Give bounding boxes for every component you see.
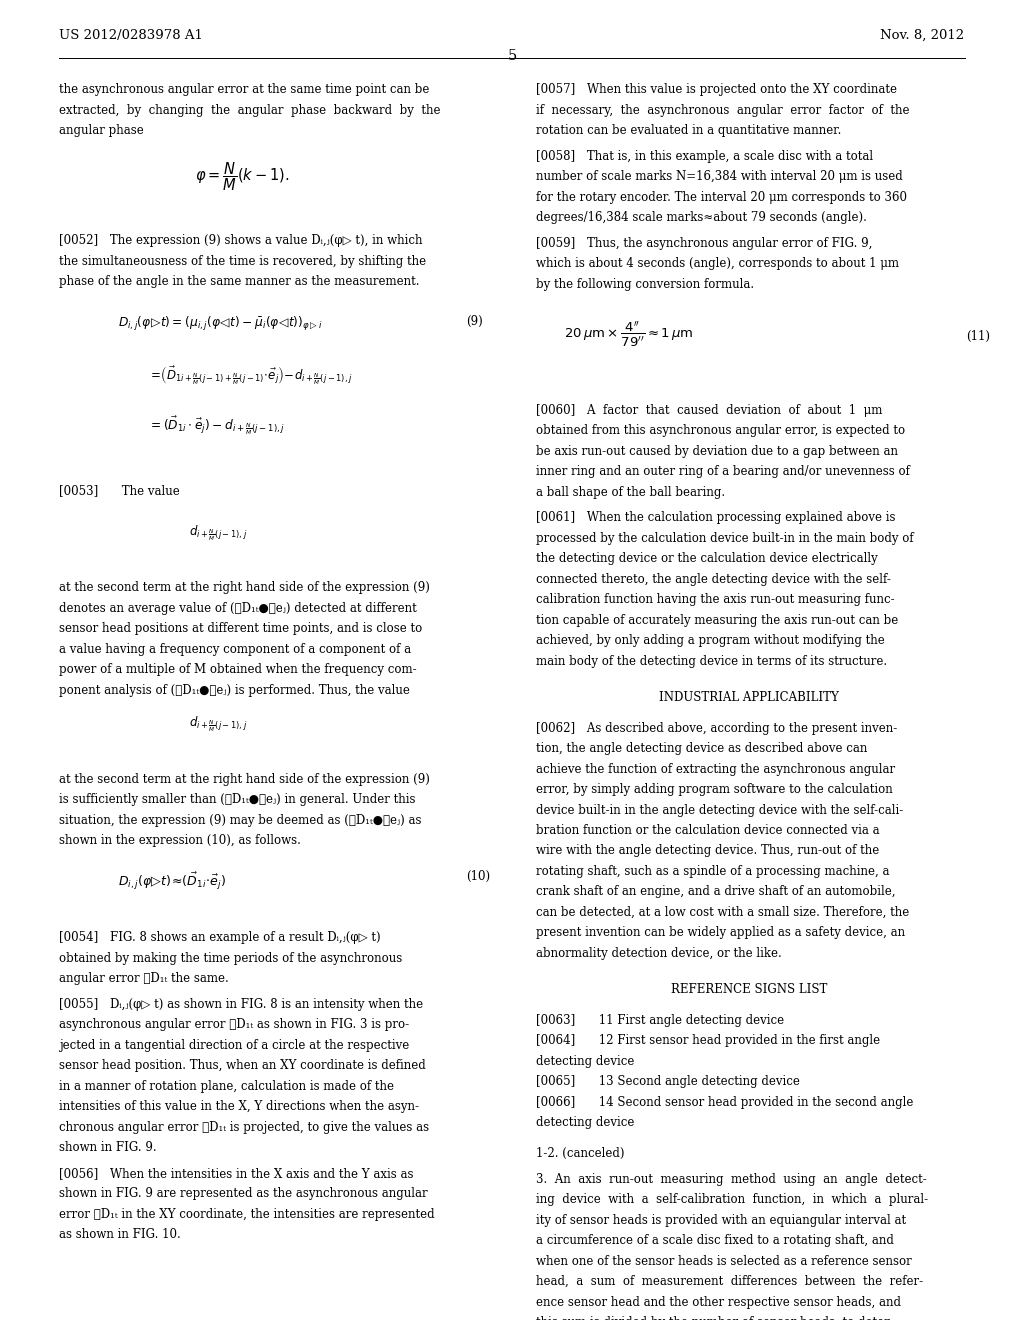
Text: $D_{i,j}(\varphi\!\triangleright\! t)=(\mu_{i,j}(\varphi\!\triangleleft\! t)-\ba: $D_{i,j}(\varphi\!\triangleright\! t)=(\…	[118, 314, 323, 333]
Text: obtained from this asynchronous angular error, is expected to: obtained from this asynchronous angular …	[536, 424, 904, 437]
Text: be axis run-out caused by deviation due to a gap between an: be axis run-out caused by deviation due …	[536, 445, 898, 458]
Text: can be detected, at a low cost with a small size. Therefore, the: can be detected, at a low cost with a sm…	[536, 906, 909, 919]
Text: $=(\vec{D}_{1i}\cdot\vec{e}_j)-d_{i+\frac{N}{M}(j-1),j}$: $=(\vec{D}_{1i}\cdot\vec{e}_j)-d_{i+\fra…	[148, 414, 286, 437]
Text: rotating shaft, such as a spindle of a processing machine, a: rotating shaft, such as a spindle of a p…	[536, 865, 889, 878]
Text: [0060] A  factor  that  caused  deviation  of  about  1  μm: [0060] A factor that caused deviation of…	[536, 404, 882, 417]
Text: US 2012/0283978 A1: US 2012/0283978 A1	[59, 29, 204, 42]
Text: jected in a tangential direction of a circle at the respective: jected in a tangential direction of a ci…	[59, 1039, 410, 1052]
Text: degrees/16,384 scale marks≈about 79 seconds (angle).: degrees/16,384 scale marks≈about 79 seco…	[536, 211, 866, 224]
Text: Nov. 8, 2012: Nov. 8, 2012	[881, 29, 965, 42]
Text: sensor head position. Thus, when an XY coordinate is defined: sensor head position. Thus, when an XY c…	[59, 1059, 426, 1072]
Text: number of scale marks N=16,384 with interval 20 μm is used: number of scale marks N=16,384 with inte…	[536, 170, 902, 183]
Text: $d_{i+\frac{N}{M}(j-1),j}$: $d_{i+\frac{N}{M}(j-1),j}$	[189, 714, 248, 734]
Text: the simultaneousness of the time is recovered, by shifting the: the simultaneousness of the time is reco…	[59, 255, 427, 268]
Text: present invention can be widely applied as a safety device, an: present invention can be widely applied …	[536, 927, 904, 940]
Text: a value having a frequency component of a component of a: a value having a frequency component of …	[59, 643, 412, 656]
Text: achieve the function of extracting the asynchronous angular: achieve the function of extracting the a…	[536, 763, 895, 776]
Text: shown in FIG. 9 are represented as the asynchronous angular: shown in FIG. 9 are represented as the a…	[59, 1187, 428, 1200]
Text: shown in the expression (10), as follows.: shown in the expression (10), as follows…	[59, 834, 301, 847]
Text: head,  a  sum  of  measurement  differences  between  the  refer-: head, a sum of measurement differences b…	[536, 1275, 923, 1288]
Text: [0058] That is, in this example, a scale disc with a total: [0058] That is, in this example, a scale…	[536, 149, 872, 162]
Text: connected thereto, the angle detecting device with the self-: connected thereto, the angle detecting d…	[536, 573, 891, 586]
Text: [0053]  The value: [0053] The value	[59, 483, 180, 496]
Text: [0052] The expression (9) shows a value Dᵢ,ⱼ(φ▷ t), in which: [0052] The expression (9) shows a value …	[59, 235, 423, 247]
Text: ity of sensor heads is provided with an equiangular interval at: ity of sensor heads is provided with an …	[536, 1213, 905, 1226]
Text: REFERENCE SIGNS LIST: REFERENCE SIGNS LIST	[671, 983, 827, 997]
Text: [0061] When the calculation processing explained above is: [0061] When the calculation processing e…	[536, 511, 895, 524]
Text: the asynchronous angular error at the same time point can be: the asynchronous angular error at the sa…	[59, 83, 430, 96]
Text: [0064]  12 First sensor head provided in the first angle: [0064] 12 First sensor head provided in …	[536, 1034, 880, 1047]
Text: [0063]  11 First angle detecting device: [0063] 11 First angle detecting device	[536, 1014, 783, 1027]
Text: error, by simply adding program software to the calculation: error, by simply adding program software…	[536, 783, 892, 796]
Text: wire with the angle detecting device. Thus, run-out of the: wire with the angle detecting device. Th…	[536, 845, 879, 858]
Text: (10): (10)	[466, 870, 490, 883]
Text: situation, the expression (9) may be deemed as (⃗D₁ₜ●⃗eⱼ) as: situation, the expression (9) may be dee…	[59, 813, 422, 826]
Text: asynchronous angular error ⃗D₁ₜ as shown in FIG. 3 is pro-: asynchronous angular error ⃗D₁ₜ as shown…	[59, 1018, 410, 1031]
Text: as shown in FIG. 10.: as shown in FIG. 10.	[59, 1228, 181, 1241]
Text: a circumference of a scale disc fixed to a rotating shaft, and: a circumference of a scale disc fixed to…	[536, 1234, 893, 1247]
Text: shown in FIG. 9.: shown in FIG. 9.	[59, 1140, 157, 1154]
Text: INDUSTRIAL APPLICABILITY: INDUSTRIAL APPLICABILITY	[659, 690, 839, 704]
Text: achieved, by only adding a program without modifying the: achieved, by only adding a program witho…	[536, 634, 885, 647]
Text: (9): (9)	[466, 314, 482, 327]
Text: $20\,\mu\mathrm{m}\times\dfrac{4^{\prime\prime}}{79^{\prime\prime}}\approx 1\,\m: $20\,\mu\mathrm{m}\times\dfrac{4^{\prime…	[564, 319, 694, 348]
Text: device built-in in the angle detecting device with the self-cali-: device built-in in the angle detecting d…	[536, 804, 903, 817]
Text: in a manner of rotation plane, calculation is made of the: in a manner of rotation plane, calculati…	[59, 1080, 394, 1093]
Text: $D_{i,j}(\varphi\!\triangleright\! t)\!\approx\!(\vec{D}_{1i}\!\cdot\!\vec{e}_j): $D_{i,j}(\varphi\!\triangleright\! t)\!\…	[118, 870, 226, 892]
Text: bration function or the calculation device connected via a: bration function or the calculation devi…	[536, 824, 880, 837]
Text: 1-2. (canceled): 1-2. (canceled)	[536, 1147, 624, 1160]
Text: 3.  An  axis  run-out  measuring  method  using  an  angle  detect-: 3. An axis run-out measuring method usin…	[536, 1172, 927, 1185]
Text: calibration function having the axis run-out measuring func-: calibration function having the axis run…	[536, 593, 894, 606]
Text: is sufficiently smaller than (⃗D₁ₜ●⃗eⱼ) in general. Under this: is sufficiently smaller than (⃗D₁ₜ●⃗eⱼ) …	[59, 793, 416, 807]
Text: [0059] Thus, the asynchronous angular error of FIG. 9,: [0059] Thus, the asynchronous angular er…	[536, 236, 871, 249]
Text: [0062] As described above, according to the present inven-: [0062] As described above, according to …	[536, 722, 897, 735]
Text: ponent analysis of (⃗D₁ₜ●⃗eⱼ) is performed. Thus, the value: ponent analysis of (⃗D₁ₜ●⃗eⱼ) is perform…	[59, 684, 411, 697]
Text: [0066]  14 Second sensor head provided in the second angle: [0066] 14 Second sensor head provided in…	[536, 1096, 913, 1109]
Text: $\varphi = \dfrac{N}{M}(k-1).$: $\varphi = \dfrac{N}{M}(k-1).$	[195, 160, 289, 193]
Text: sensor head positions at different time points, and is close to: sensor head positions at different time …	[59, 622, 423, 635]
Text: detecting device: detecting device	[536, 1055, 634, 1068]
Text: $d_{i+\frac{N}{M}(j-1),j}$: $d_{i+\frac{N}{M}(j-1),j}$	[189, 523, 248, 543]
Text: chronous angular error ⃗D₁ₜ is projected, to give the values as: chronous angular error ⃗D₁ₜ is projected…	[59, 1121, 429, 1134]
Text: denotes an average value of (⃗D₁ₜ●⃗eⱼ) detected at different: denotes an average value of (⃗D₁ₜ●⃗eⱼ) d…	[59, 602, 417, 615]
Text: intensities of this value in the X, Y directions when the asyn-: intensities of this value in the X, Y di…	[59, 1100, 420, 1113]
Text: ing  device  with  a  self-calibration  function,  in  which  a  plural-: ing device with a self-calibration funct…	[536, 1193, 928, 1206]
Text: at the second term at the right hand side of the expression (9): at the second term at the right hand sid…	[59, 581, 430, 594]
Text: $=\!\left(\vec{D}_{1i+\frac{N}{M}(j-1)+\frac{N}{M}(j-1)}\!\cdot\!\vec{e}_j\right: $=\!\left(\vec{D}_{1i+\frac{N}{M}(j-1)+\…	[148, 364, 353, 387]
Text: (11): (11)	[966, 330, 989, 343]
Text: detecting device: detecting device	[536, 1115, 634, 1129]
Text: inner ring and an outer ring of a bearing and/or unevenness of: inner ring and an outer ring of a bearin…	[536, 465, 909, 478]
Text: if  necessary,  the  asynchronous  angular  error  factor  of  the: if necessary, the asynchronous angular e…	[536, 103, 909, 116]
Text: tion capable of accurately measuring the axis run-out can be: tion capable of accurately measuring the…	[536, 614, 898, 627]
Text: tion, the angle detecting device as described above can: tion, the angle detecting device as desc…	[536, 742, 867, 755]
Text: angular error ⃗D₁ₜ the same.: angular error ⃗D₁ₜ the same.	[59, 972, 229, 985]
Text: abnormality detection device, or the like.: abnormality detection device, or the lik…	[536, 946, 781, 960]
Text: processed by the calculation device built-in in the main body of: processed by the calculation device buil…	[536, 532, 913, 545]
Text: this sum is divided by the number of sensor heads, to deter-: this sum is divided by the number of sen…	[536, 1316, 893, 1320]
Text: when one of the sensor heads is selected as a reference sensor: when one of the sensor heads is selected…	[536, 1254, 911, 1267]
Text: crank shaft of an engine, and a drive shaft of an automobile,: crank shaft of an engine, and a drive sh…	[536, 886, 895, 899]
Text: main body of the detecting device in terms of its structure.: main body of the detecting device in ter…	[536, 655, 887, 668]
Text: which is about 4 seconds (angle), corresponds to about 1 μm: which is about 4 seconds (angle), corres…	[536, 257, 898, 271]
Text: for the rotary encoder. The interval 20 μm corresponds to 360: for the rotary encoder. The interval 20 …	[536, 190, 906, 203]
Text: power of a multiple of M obtained when the frequency com-: power of a multiple of M obtained when t…	[59, 663, 417, 676]
Text: error ⃗D₁ₜ in the XY coordinate, the intensities are represented: error ⃗D₁ₜ in the XY coordinate, the int…	[59, 1208, 435, 1221]
Text: [0065]  13 Second angle detecting device: [0065] 13 Second angle detecting device	[536, 1074, 800, 1088]
Text: [0054] FIG. 8 shows an example of a result Dᵢ,ⱼ(φ▷ t): [0054] FIG. 8 shows an example of a resu…	[59, 931, 381, 944]
Text: by the following conversion formula.: by the following conversion formula.	[536, 277, 754, 290]
Text: phase of the angle in the same manner as the measurement.: phase of the angle in the same manner as…	[59, 275, 420, 288]
Text: angular phase: angular phase	[59, 124, 144, 137]
Text: [0057] When this value is projected onto the XY coordinate: [0057] When this value is projected onto…	[536, 83, 897, 96]
Text: ence sensor head and the other respective sensor heads, and: ence sensor head and the other respectiv…	[536, 1295, 900, 1308]
Text: at the second term at the right hand side of the expression (9): at the second term at the right hand sid…	[59, 772, 430, 785]
Text: 5: 5	[507, 49, 517, 63]
Text: rotation can be evaluated in a quantitative manner.: rotation can be evaluated in a quantitat…	[536, 124, 841, 137]
Text: extracted,  by  changing  the  angular  phase  backward  by  the: extracted, by changing the angular phase…	[59, 103, 441, 116]
Text: a ball shape of the ball bearing.: a ball shape of the ball bearing.	[536, 486, 725, 499]
Text: [0055] Dᵢ,ⱼ(φ▷ t) as shown in FIG. 8 is an intensity when the: [0055] Dᵢ,ⱼ(φ▷ t) as shown in FIG. 8 is …	[59, 998, 424, 1011]
Text: [0056] When the intensities in the X axis and the Y axis as: [0056] When the intensities in the X axi…	[59, 1167, 414, 1180]
Text: obtained by making the time periods of the asynchronous: obtained by making the time periods of t…	[59, 952, 402, 965]
Text: the detecting device or the calculation device electrically: the detecting device or the calculation …	[536, 552, 878, 565]
